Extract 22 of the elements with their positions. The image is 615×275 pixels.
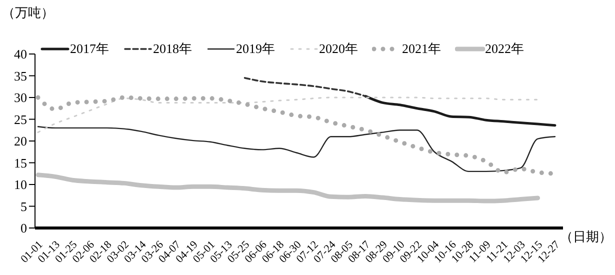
legend-label: 2017年: [70, 40, 109, 58]
y-tick-label: 30: [14, 90, 27, 106]
y-tick-label: 15: [14, 155, 27, 170]
legend-label: 2019年: [236, 40, 275, 58]
line-series: [36, 172, 540, 204]
y-tick-label: 35: [14, 68, 27, 84]
legend-label: 2022年: [485, 40, 524, 58]
y-tick-label: 25: [14, 112, 27, 127]
y-axis-title: （万吨）: [2, 4, 54, 22]
legend-label: 2021年: [402, 40, 441, 58]
legend-label: 2020年: [319, 40, 358, 58]
y-tick-label: 5: [20, 198, 27, 214]
line-series: [244, 77, 366, 98]
line-series: [37, 96, 539, 134]
line-series: [37, 126, 556, 172]
y-tick-label: 20: [14, 134, 27, 149]
line-series: [364, 94, 556, 127]
legend-label: 2018年: [153, 40, 192, 58]
y-tick-label: 0: [20, 220, 27, 236]
y-tick-label: 40: [14, 46, 27, 62]
x-axis-title: （日期）: [560, 228, 612, 246]
y-tick-label: 10: [14, 177, 27, 192]
